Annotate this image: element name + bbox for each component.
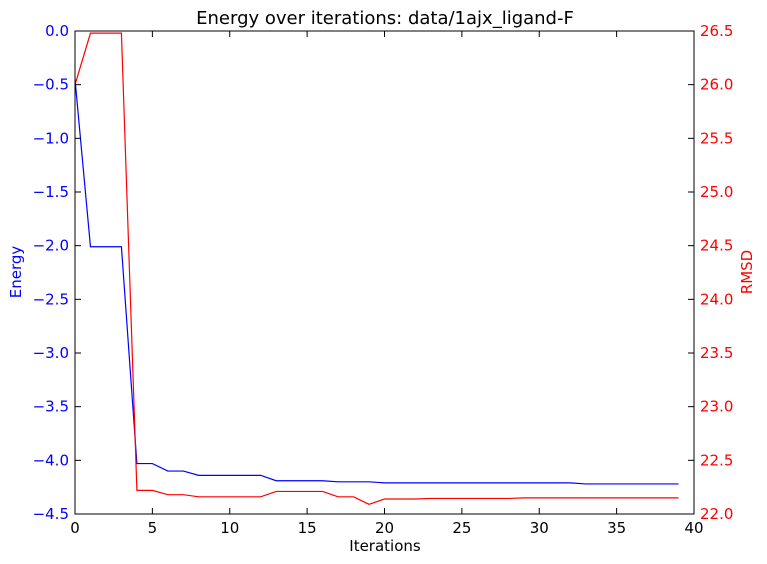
x-tick-label: 30	[530, 519, 549, 537]
right-tick-label: 23.0	[700, 398, 733, 416]
x-tick-label: 40	[684, 519, 703, 537]
right-tick-label: 26.5	[700, 22, 733, 40]
right-tick-label: 26.0	[700, 76, 733, 94]
x-tick-label: 5	[148, 519, 158, 537]
left-tick-label: −4.0	[33, 451, 69, 469]
series-line-energy	[74, 79, 679, 485]
right-tick-label: 24.5	[700, 237, 733, 255]
left-tick-label: −3.5	[33, 398, 69, 416]
x-tick-label: 0	[70, 519, 80, 537]
left-tick-label: −4.5	[33, 505, 69, 523]
left-tick-label: −3.0	[33, 344, 69, 362]
right-tick-label: 25.0	[700, 183, 733, 201]
left-tick-label: −2.0	[33, 237, 69, 255]
x-tick-label: 10	[220, 519, 239, 537]
right-axis-label: RMSD	[738, 250, 756, 294]
right-tick-label: 22.0	[700, 505, 733, 523]
right-tick-label: 22.5	[700, 451, 733, 469]
right-tick-label: 23.5	[700, 344, 733, 362]
right-tick-label: 25.5	[700, 129, 733, 147]
left-tick-label: 0.0	[45, 22, 69, 40]
series-line-rmsd	[74, 32, 679, 505]
x-tick-label: 20	[375, 519, 394, 537]
x-tick-label: 15	[298, 519, 317, 537]
plot-frame	[74, 30, 695, 515]
x-tick-label: 25	[452, 519, 471, 537]
left-tick-label: −2.5	[33, 290, 69, 308]
left-axis-label: Energy	[7, 246, 25, 299]
chart-title: Energy over iterations: data/1ajx_ligand…	[196, 8, 574, 29]
left-tick-label: −0.5	[33, 76, 69, 94]
left-tick-label: −1.0	[33, 129, 69, 147]
ticks-layer: 0 5 10 15 20 25 30 35 40 0.0 −0.5 −1.0 −1.5 −2.0 −2.5 −…	[33, 22, 734, 537]
series-layer	[74, 32, 679, 505]
x-axis-label: Iterations	[349, 537, 421, 555]
right-tick-label: 24.0	[700, 290, 733, 308]
x-tick-label: 35	[607, 519, 626, 537]
left-tick-label: −1.5	[33, 183, 69, 201]
